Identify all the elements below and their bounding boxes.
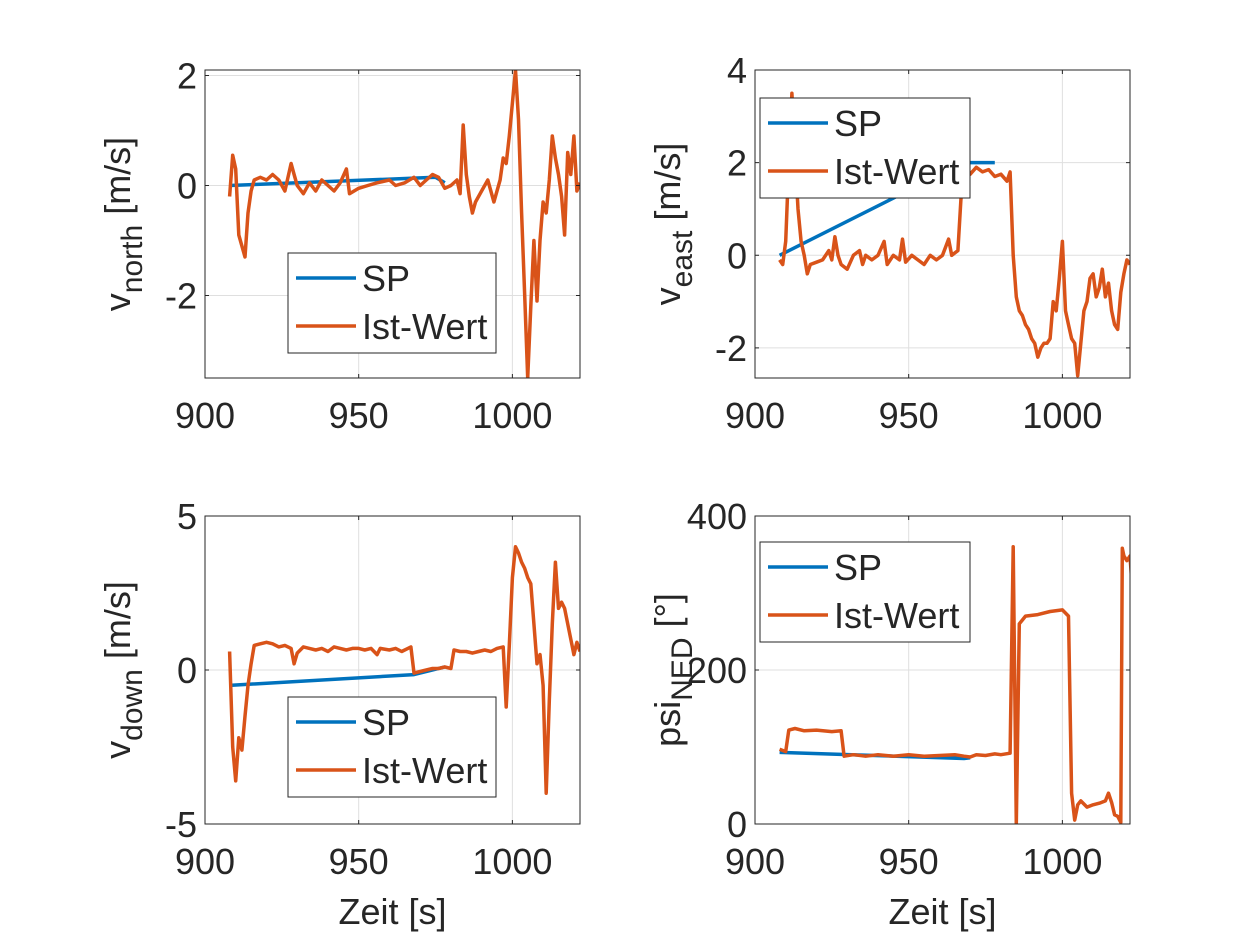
y-axis-label: vdown [m/s] — [97, 581, 149, 759]
x-tick-label: 950 — [329, 841, 389, 882]
legend-label-ist-wert: Ist-Wert — [362, 306, 487, 347]
series-line-ist-wert-east — [778, 91, 1130, 378]
series-line-ist-wert-north — [227, 70, 580, 378]
y-tick-label: -2 — [165, 276, 197, 317]
x-tick-label: 900 — [725, 395, 785, 436]
axes-frame — [754, 69, 1131, 379]
chart-panel-v-east: 900 950 1000 -2 0 2 4 veast [m/s] SP Ist-Wert — [647, 50, 1131, 436]
y-tick-label: -5 — [165, 804, 197, 845]
legend-box — [759, 97, 971, 199]
y-tick-label: 0 — [727, 235, 747, 276]
y-tick-label: 400 — [687, 496, 747, 537]
x-tick-label: 950 — [329, 395, 389, 436]
y-tick-label: 0 — [727, 804, 747, 845]
legend-box — [287, 696, 497, 798]
series-line-ist-wert-down — [227, 545, 580, 795]
x-axis-label: Zeit [s] — [338, 891, 446, 932]
x-tick-label: 1000 — [1022, 395, 1102, 436]
series-line-ist-wert-ned — [778, 545, 1130, 824]
chart-panel-v-down: 900 950 1000 -5 0 5 vdown [m/s] Zeit [s] SP Ist-W… — [97, 496, 581, 932]
legend-label-ist-wert: Ist-Wert — [834, 595, 959, 636]
legend-label-sp: SP — [362, 702, 410, 743]
legend: SP Ist-Wert — [759, 541, 971, 643]
legend: SP Ist-Wert — [759, 97, 971, 199]
legend-box — [759, 541, 971, 643]
axes-frame — [204, 69, 581, 379]
legend-box — [287, 252, 497, 354]
x-tick-label: 950 — [879, 395, 939, 436]
y-axis-label: psiNED [°] — [647, 593, 699, 747]
x-tick-label: 900 — [725, 841, 785, 882]
legend-label-sp: SP — [834, 103, 882, 144]
y-tick-label: 200 — [687, 650, 747, 691]
x-tick-label: 900 — [175, 841, 235, 882]
legend-label-sp: SP — [362, 258, 410, 299]
legend-label-sp: SP — [834, 547, 882, 588]
x-tick-label: 1000 — [472, 841, 552, 882]
y-tick-label: -2 — [715, 328, 747, 369]
chart-panel-psi-ned: 900 950 1000 0 200 400 psiNED [°] Zeit [s] SP Ist… — [647, 496, 1131, 932]
y-tick-label: 2 — [177, 56, 197, 97]
y-tick-label: 0 — [177, 650, 197, 691]
y-axis-label: veast [m/s] — [647, 143, 699, 306]
x-axis-label: Zeit [s] — [888, 891, 996, 932]
chart-panel-v-north: 900 950 1000 -2 0 2 vnorth [m/s] SP Ist-Wert — [97, 56, 581, 436]
x-tick-label: 950 — [879, 841, 939, 882]
y-tick-label: 5 — [177, 496, 197, 537]
y-tick-label: 4 — [727, 50, 747, 91]
legend: SP Ist-Wert — [287, 252, 497, 354]
legend: SP Ist-Wert — [287, 696, 497, 798]
x-tick-label: 1000 — [1022, 841, 1102, 882]
legend-label-ist-wert: Ist-Wert — [362, 750, 487, 791]
x-tick-label: 1000 — [472, 395, 552, 436]
y-tick-label: 2 — [727, 143, 747, 184]
legend-label-ist-wert: Ist-Wert — [834, 151, 959, 192]
y-axis-label: vnorth [m/s] — [97, 137, 149, 311]
y-tick-label: 0 — [177, 166, 197, 207]
x-tick-label: 900 — [175, 395, 235, 436]
